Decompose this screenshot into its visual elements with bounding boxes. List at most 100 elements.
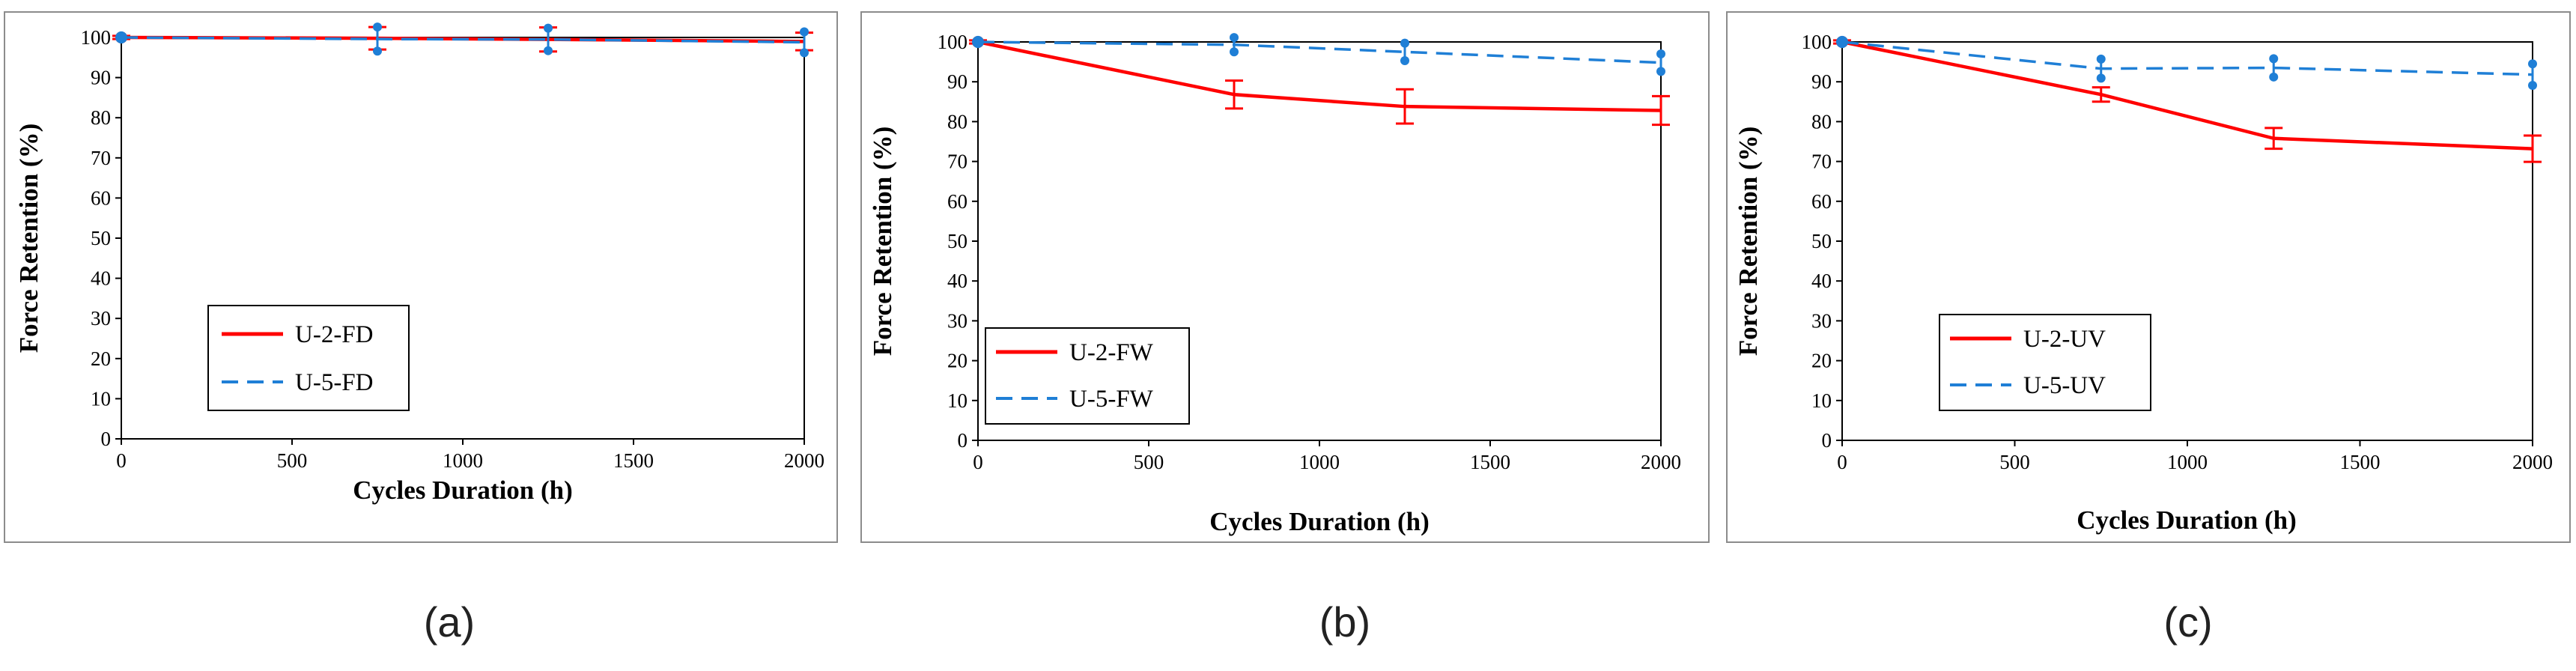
panel-a-legend-label-u-2-fd: U-2-FD [295,321,374,348]
panel-c-caption: (c) [2163,598,2212,646]
panel-c-y-tick-label-50: 50 [1811,230,1832,252]
panel-b-legend-label-u-2-fw: U-2-FW [1069,339,1154,366]
panel-a-u-5-fd-error-dot [373,46,382,56]
panel-b-y-tick-label-80: 80 [947,110,967,133]
panel-c-y-axis-title: Force Retention (%) [1734,127,1763,356]
panel-b-y-tick-label-40: 40 [947,270,967,292]
panel-a-y-tick-label-80: 80 [91,106,111,129]
panel-a-legend-label-u-5-fd: U-5-FD [295,369,374,396]
panel-a-y-tick-label-70: 70 [91,147,111,169]
panel-a-y-tick-label-40: 40 [91,267,111,290]
panel-b-legend: U-2-FW U-5-FW [985,327,1190,425]
panel-a-x-tick-label-500: 500 [277,449,308,472]
panel-c-y-ticks: 0 10 20 30 40 50 60 70 80 90 100 [1802,31,1842,452]
panel-c-legend-box [1939,314,2151,411]
panel-a-x-tick-label-1000: 1000 [443,449,483,472]
panel-c-y-tick-label-40: 40 [1811,270,1832,292]
panel-a-legend-box [207,305,410,411]
panel-b-y-tick-label-10: 10 [947,389,967,412]
panel-c-u-5-uv-error-dot [2096,54,2106,64]
panel-c-y-tick-label-90: 90 [1811,70,1832,93]
panel-c-legend: U-2-UV U-5-UV [1939,314,2151,411]
panel-a-y-tick-label-60: 60 [91,186,111,209]
panel-c-y-tick-label-100: 100 [1802,31,1832,53]
panel-c-y-tick-label-10: 10 [1811,389,1832,412]
panel-c-y-tick-label-30: 30 [1811,309,1832,332]
panel-b-u-5-fw-error-dot [1230,47,1239,57]
panel-b-u-5-fw-error-dot [1656,49,1665,58]
panel-a-y-tick-label-30: 30 [91,307,111,330]
panel-c-x-tick-label-2000: 2000 [2512,451,2553,473]
panel-a-y-axis-title: Force Retention (%) [14,124,43,353]
panel-b-y-tick-label-100: 100 [938,31,968,53]
panel-a-y-tick-label-0: 0 [101,428,112,450]
panel-b-u-5-fw-error-dot [1230,33,1239,43]
panel-c-y-tick-label-60: 60 [1811,190,1832,213]
panel-a-u-5-fd-error-dot [800,48,809,58]
panel-c-y-tick-label-70: 70 [1811,151,1832,173]
panel-b-y-tick-label-60: 60 [947,190,967,213]
panel-a-y-tick-label-20: 20 [91,347,111,370]
panel-c-u-5-uv-error-dot [2269,54,2279,64]
panel-c-y-tick-label-80: 80 [1811,110,1832,133]
panel-c-u-2-uv-line [1841,40,2533,151]
panel-b-x-tick-label-500: 500 [1134,451,1164,473]
panel-a-y-tick-label-50: 50 [91,227,111,249]
panel-a-legend: U-2-FD U-5-FD [207,305,410,411]
panel-b-u-5-fw-error-dot [1400,56,1409,66]
panel-c-u-5-uv-line [1841,40,2533,76]
panel-c-y-tick-label-20: 20 [1811,350,1832,372]
panel-b-series-u-5-fw [972,33,1665,76]
panel-c-x-ticks: 0 500 1000 1500 2000 [1837,440,2553,473]
panel-b-y-tick-label-20: 20 [947,350,967,372]
panel-b-x-tick-label-1000: 1000 [1299,451,1340,473]
panel-a-x-axis-title: Cycles Duration (h) [353,476,573,505]
panel-b-y-tick-label-0: 0 [958,429,968,452]
panel-b-y-ticks: 0 10 20 30 40 50 60 70 80 90 100 [938,31,978,452]
panel-b-x-tick-label-2000: 2000 [1641,451,1681,473]
panel-a-x-ticks: 0 500 1000 1500 2000 [116,439,824,472]
panel-b-u-5-fw-start-point [972,36,984,48]
panel-a-y-tick-label-90: 90 [91,67,111,89]
panel-c-u-5-uv-error-dot [2269,72,2279,82]
panel-b-y-tick-label-50: 50 [947,230,967,252]
panel-a-y-tick-label-10: 10 [91,387,111,410]
panel-a-y-tick-label-100: 100 [81,26,112,49]
panel-b-legend-label-u-5-fw: U-5-FW [1069,386,1154,413]
panel-a-y-ticks: 0 10 20 30 40 50 60 70 80 90 100 [81,26,121,450]
panel-a-u-5-fd-error-dot [544,23,553,33]
panel-b-x-ticks: 0 500 1000 1500 2000 [973,440,1681,473]
panel-c-x-tick-label-1500: 1500 [2340,451,2381,473]
panel-b-x-axis-title: Cycles Duration (h) [1209,507,1430,536]
panel-a-x-tick-label-1500: 1500 [613,449,654,472]
panel-c-u-5-uv-error-dot [2528,59,2537,69]
panel-c-series-u-5-uv [1836,35,2537,90]
panel-c-u-5-uv-error-dot [2528,80,2537,90]
panel-a-x-tick-label-0: 0 [116,449,127,472]
panel-c-x-tick-label-500: 500 [1999,451,2030,473]
panel-a-u-5-fd-error-dot [544,46,553,55]
panel-c-u-5-uv-start-point [1836,36,1848,48]
panel-b-u-5-fw-error-dot [1656,67,1665,76]
panel-b-x-tick-label-0: 0 [973,451,983,473]
panel-b-u-5-fw-line [977,40,1662,64]
panel-b-caption: (b) [1319,598,1370,646]
panel-c-y-tick-label-0: 0 [1822,429,1832,452]
panel-c-x-tick-label-1000: 1000 [2167,451,2208,473]
panel-b-u-2-fw-line [977,40,1662,112]
panel-c-x-axis-title: Cycles Duration (h) [2077,505,2297,535]
panel-b-y-axis-title: Force Retention (%) [868,127,897,356]
panel-c-x-tick-label-0: 0 [1837,451,1847,473]
panel-a-caption: (a) [424,598,475,646]
panel-b-x-tick-label-1500: 1500 [1470,451,1510,473]
panel-a-u-5-fd-error-dot [373,22,382,32]
panel-a-series-u-5-fd [115,22,809,58]
panel-c-u-5-uv-error-dot [2096,73,2106,83]
panel-a-u-5-fd-start-point [115,31,127,43]
panel-a-x-tick-label-2000: 2000 [784,449,824,472]
panel-b-y-tick-label-90: 90 [947,70,967,93]
